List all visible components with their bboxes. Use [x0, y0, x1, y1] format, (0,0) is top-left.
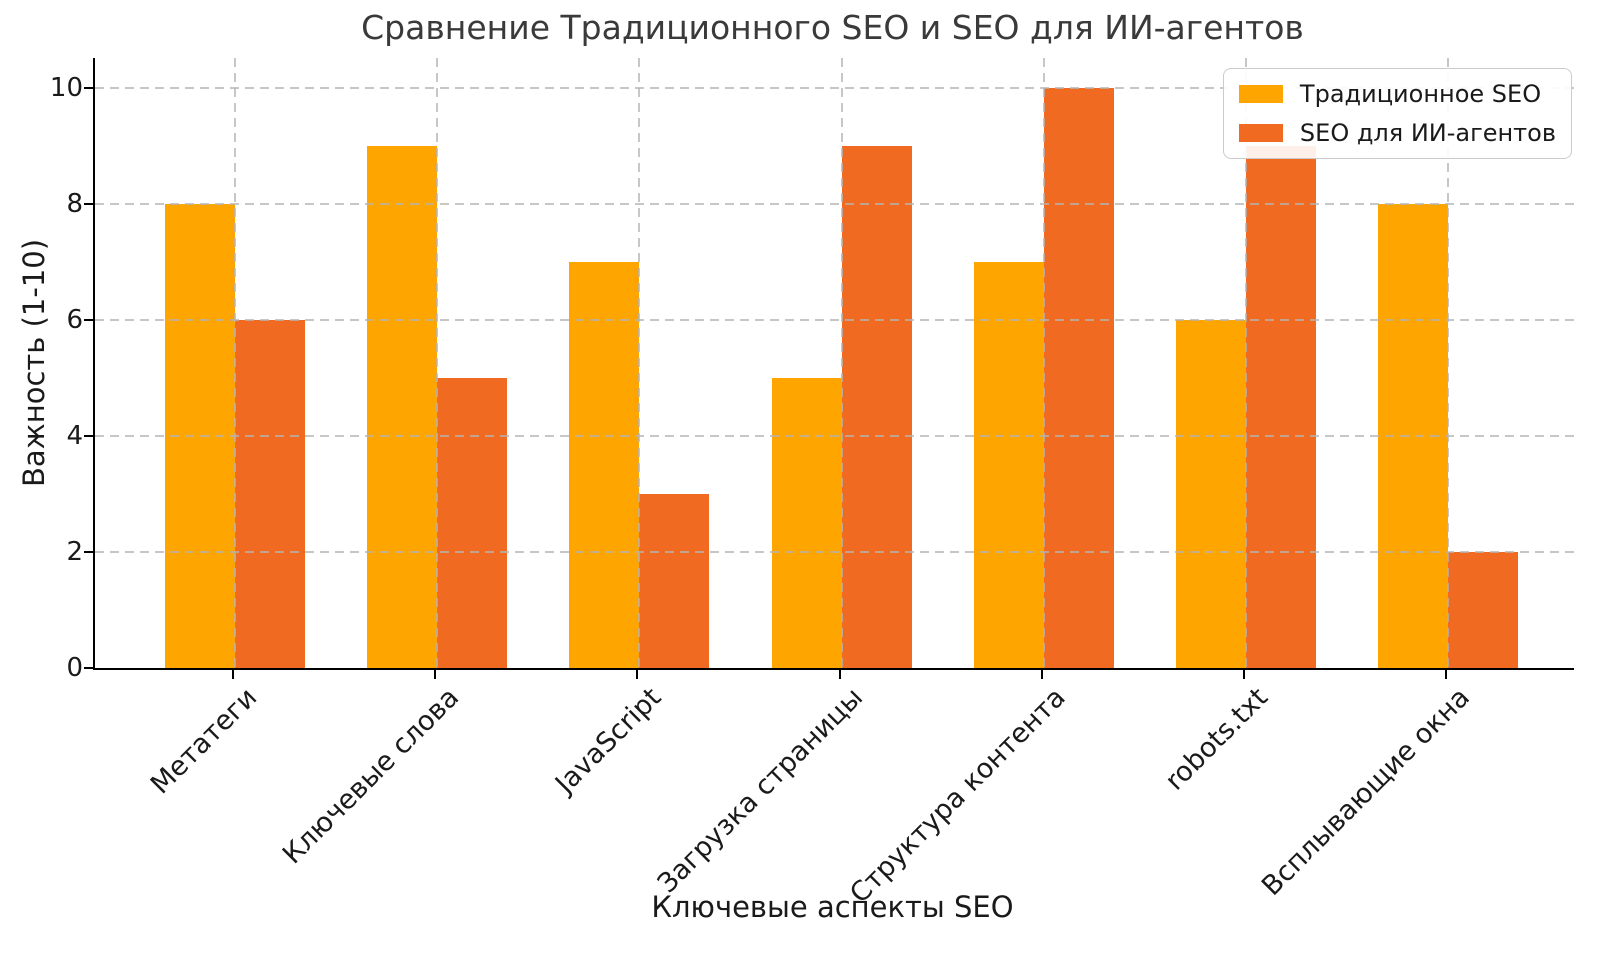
x-tick-mark-0 [232, 670, 234, 679]
gridline-x-5 [1244, 58, 1247, 668]
bar-s1-c6 [1448, 552, 1519, 668]
y-tick-label-4: 4 [66, 421, 83, 451]
x-tick-mark-2 [636, 670, 639, 679]
y-tick-label-0: 0 [66, 653, 83, 683]
x-tick-mark-1 [434, 670, 437, 679]
chart-title: Сравнение Традиционного SEO и SEO для ИИ… [361, 8, 1304, 47]
bar-s0-c1 [367, 146, 438, 668]
y-tick-mark-2 [84, 551, 93, 553]
x-tick-label-2: JavaScript [549, 682, 668, 800]
x-tick-label-4: Структура контента [844, 682, 1072, 910]
bar-s1-c0 [235, 320, 305, 668]
y-tick-label-8: 8 [66, 189, 83, 219]
bar-s0-c5 [1175, 320, 1246, 668]
y-tick-mark-6 [84, 319, 93, 321]
x-tick-label-1: Ключевые слова [276, 682, 466, 871]
x-tick-mark-5 [1242, 670, 1245, 679]
y-axis-label: Важность (1-10) [17, 238, 51, 488]
legend-entry-0: Традиционное SEO [1238, 80, 1556, 108]
y-tick-mark-8 [84, 203, 93, 205]
x-tick-label-6: Всплывающие окна [1256, 682, 1476, 902]
legend-swatch-0 [1238, 85, 1283, 103]
legend-entry-1: SEO для ИИ-агентов [1238, 119, 1556, 147]
gridline-x-1 [436, 58, 439, 668]
plot-area [93, 58, 1574, 670]
gridline-y-10 [95, 87, 1574, 89]
gridline-x-0 [234, 58, 236, 668]
y-tick-mark-0 [84, 667, 93, 669]
gridline-x-3 [840, 58, 843, 668]
bar-s0-c3 [771, 378, 842, 668]
legend: Традиционное SEO SEO для ИИ-агентов [1222, 68, 1572, 159]
bar-s1-c3 [841, 146, 912, 668]
bar-s0-c2 [569, 262, 640, 668]
x-tick-label-0: Метатеги [144, 682, 263, 801]
bar-s1-c1 [437, 378, 508, 668]
legend-label-1: SEO для ИИ-агентов [1299, 119, 1556, 147]
gridline-y-2 [95, 551, 1574, 553]
gridline-x-4 [1042, 58, 1045, 668]
gridline-y-8 [95, 203, 1574, 205]
y-tick-label-10: 10 [49, 73, 83, 103]
gridline-y-4 [95, 435, 1574, 437]
bar-s0-c4 [973, 262, 1044, 668]
legend-label-0: Традиционное SEO [1299, 80, 1542, 108]
legend-swatch-1 [1238, 124, 1283, 142]
gridline-y-6 [95, 319, 1574, 321]
bar-s1-c5 [1245, 146, 1316, 668]
x-tick-mark-3 [838, 670, 841, 679]
gridline-x-6 [1447, 58, 1450, 668]
y-tick-mark-10 [84, 87, 93, 89]
y-tick-mark-4 [84, 435, 93, 437]
x-tick-label-3: Загрузка страницы [652, 682, 870, 900]
bar-s1-c2 [639, 494, 710, 668]
y-tick-label-6: 6 [66, 305, 83, 335]
y-tick-label-2: 2 [66, 537, 83, 567]
x-tick-mark-6 [1445, 670, 1448, 679]
x-tick-label-5: robots.txt [1159, 682, 1274, 797]
x-axis-label: Ключевые аспекты SEO [651, 890, 1014, 924]
x-tick-mark-4 [1040, 670, 1043, 679]
bar-s1-c4 [1043, 88, 1114, 668]
gridline-x-2 [638, 58, 641, 668]
